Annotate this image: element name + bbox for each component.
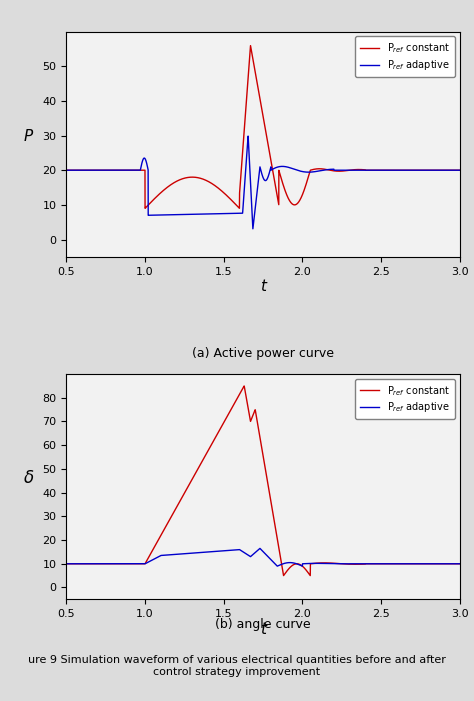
Legend: P$_{ref}$ constant, P$_{ref}$ adaptive: P$_{ref}$ constant, P$_{ref}$ adaptive (355, 36, 455, 77)
P$_{ref}$ adaptive (257, 544, 263, 552)
P$_{ref}$ adaptive (64, 166, 69, 175)
X-axis label: t: t (260, 280, 266, 294)
P$_{ref}$ constant (319, 559, 325, 567)
P$_{ref}$ constant (457, 559, 463, 568)
P$_{ref}$ adaptive (135, 559, 141, 568)
P$_{ref}$ adaptive (319, 559, 325, 568)
P$_{ref}$ constant (357, 165, 363, 174)
P$_{ref}$ adaptive (357, 166, 363, 175)
Y-axis label: P: P (24, 129, 33, 144)
Text: (b) angle curve: (b) angle curve (215, 618, 311, 632)
P$_{ref}$ constant (214, 183, 219, 191)
Line: P$_{ref}$ constant: P$_{ref}$ constant (66, 46, 460, 208)
P$_{ref}$ adaptive (387, 166, 393, 175)
Legend: P$_{ref}$ constant, P$_{ref}$ adaptive: P$_{ref}$ constant, P$_{ref}$ adaptive (355, 379, 455, 419)
P$_{ref}$ adaptive (300, 559, 305, 568)
P$_{ref}$ constant (387, 166, 393, 175)
P$_{ref}$ adaptive (64, 559, 69, 568)
Line: P$_{ref}$ adaptive: P$_{ref}$ adaptive (66, 548, 460, 566)
Line: P$_{ref}$ adaptive: P$_{ref}$ adaptive (66, 136, 460, 229)
P$_{ref}$ adaptive (135, 166, 141, 175)
P$_{ref}$ constant (300, 191, 305, 199)
P$_{ref}$ constant (214, 431, 219, 440)
P$_{ref}$ constant (357, 560, 363, 569)
P$_{ref}$ constant (64, 559, 69, 568)
P$_{ref}$ constant (135, 559, 141, 568)
P$_{ref}$ adaptive (457, 166, 463, 175)
Text: (a) Active power curve: (a) Active power curve (192, 347, 334, 360)
P$_{ref}$ adaptive (357, 559, 363, 568)
P$_{ref}$ adaptive (319, 166, 325, 175)
P$_{ref}$ adaptive (245, 132, 251, 140)
P$_{ref}$ adaptive (300, 168, 305, 176)
P$_{ref}$ constant (300, 562, 305, 571)
P$_{ref}$ adaptive (457, 559, 463, 568)
Line: P$_{ref}$ constant: P$_{ref}$ constant (66, 386, 460, 576)
X-axis label: t: t (260, 622, 266, 637)
P$_{ref}$ adaptive (300, 562, 305, 571)
P$_{ref}$ adaptive (250, 224, 255, 233)
P$_{ref}$ constant (319, 165, 325, 173)
P$_{ref}$ constant (387, 559, 393, 568)
P$_{ref}$ adaptive (214, 210, 219, 218)
P$_{ref}$ adaptive (214, 547, 219, 555)
P$_{ref}$ constant (241, 382, 247, 390)
Text: ure 9 Simulation waveform of various electrical quantities before and after
cont: ure 9 Simulation waveform of various ele… (28, 655, 446, 677)
Y-axis label: δ: δ (24, 469, 34, 486)
P$_{ref}$ constant (135, 166, 141, 175)
P$_{ref}$ constant (64, 166, 69, 175)
P$_{ref}$ constant (248, 41, 254, 50)
P$_{ref}$ constant (457, 166, 463, 175)
P$_{ref}$ adaptive (387, 559, 393, 568)
P$_{ref}$ constant (142, 204, 148, 212)
P$_{ref}$ constant (308, 571, 313, 580)
